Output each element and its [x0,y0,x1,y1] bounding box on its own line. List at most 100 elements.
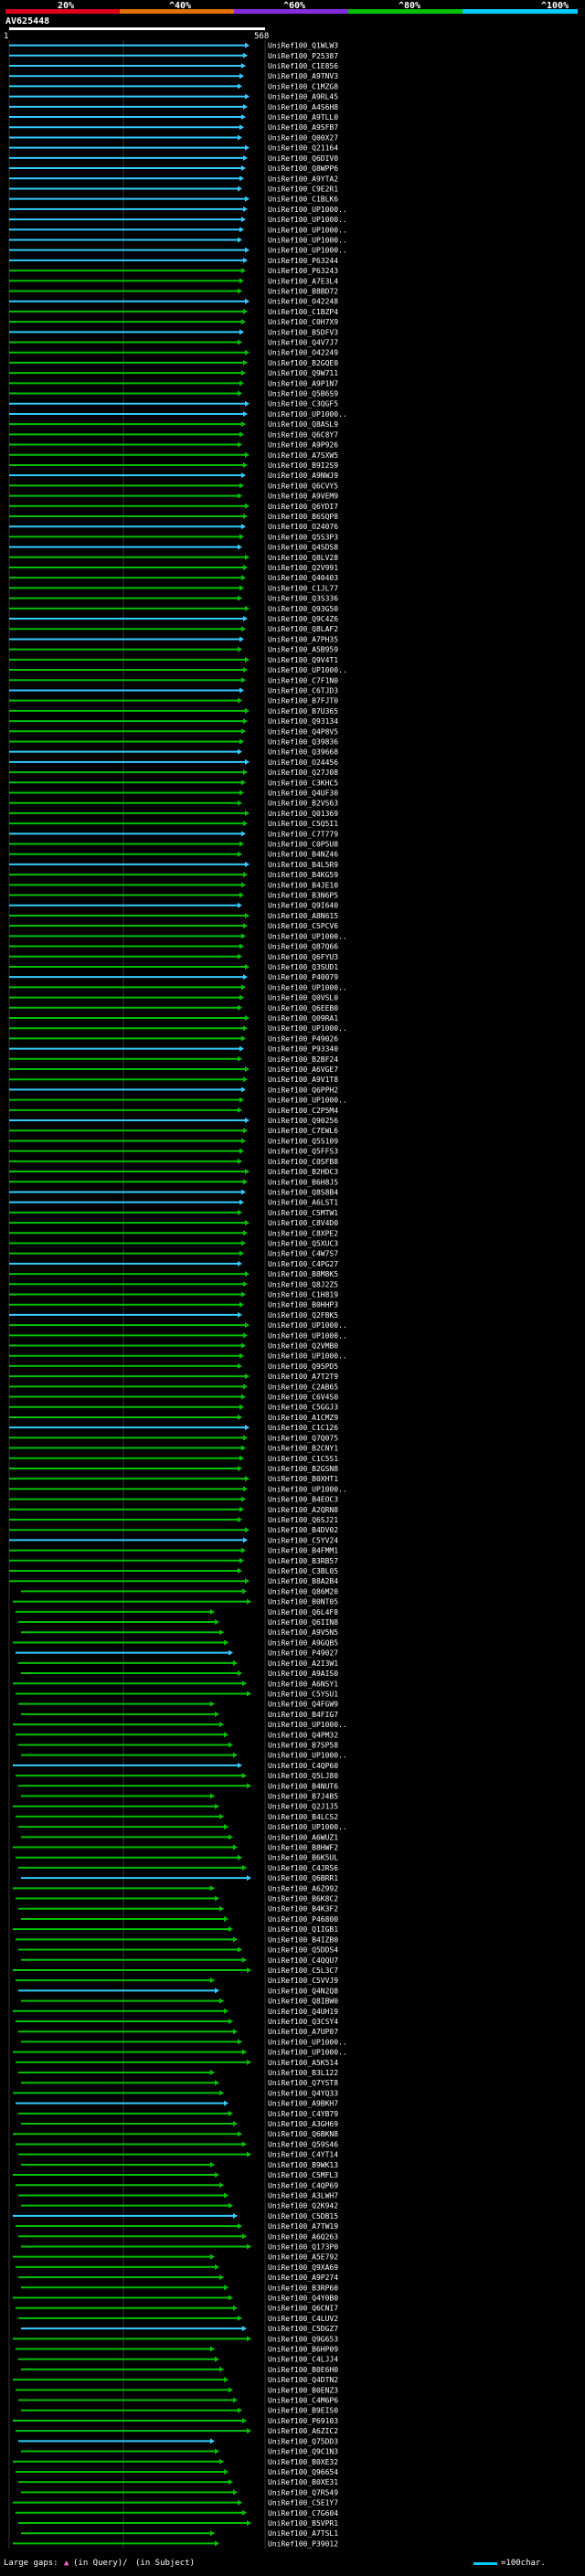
hit-row[interactable]: UniRef100_Q0VSL0 [9,994,338,1002]
hit-row[interactable]: UniRef100_C4M6P6 [18,2397,338,2405]
hit-label[interactable]: UniRef100_P46800 [268,1915,338,1924]
hit-row[interactable]: UniRef100_P63244 [9,257,338,265]
hit-row[interactable]: UniRef100_UP1000.. [21,2038,347,2046]
hit-row[interactable]: UniRef100_C4YT14 [18,2151,338,2159]
hit-row[interactable]: UniRef100_C5YSU1 [16,1690,338,1698]
hit-label[interactable]: UniRef100_C4LUV2 [268,2315,338,2323]
hit-label[interactable]: UniRef100_B2GQE0 [268,359,338,367]
hit-label[interactable]: UniRef100_A7TW19 [268,2222,338,2231]
hit-label[interactable]: UniRef100_UP1000.. [268,1721,347,1729]
hit-row[interactable]: UniRef100_B4IZB0 [16,1935,338,1944]
hit-label[interactable]: UniRef100_Q96654 [268,2468,338,2476]
hit-label[interactable]: UniRef100_Q5XUC3 [268,1239,338,1247]
hit-row[interactable]: UniRef100_Q4DTN2 [13,2376,338,2384]
hit-label[interactable]: UniRef100_C9E2R1 [268,185,338,193]
hit-label[interactable]: UniRef100_Q6PPH2 [268,1086,338,1094]
hit-label[interactable]: UniRef100_A2I3W1 [268,1659,338,1668]
hit-row[interactable]: UniRef100_C0SFB8 [9,1158,338,1166]
hit-label[interactable]: UniRef100_A9NWJ9 [268,472,338,480]
hit-label[interactable]: UniRef100_Q3CSY4 [268,2018,338,2026]
hit-label[interactable]: UniRef100_Q39836 [268,737,338,746]
hit-label[interactable]: UniRef100_Q5B6S9 [268,390,338,398]
hit-row[interactable]: UniRef100_C1BZP4 [9,308,338,316]
hit-label[interactable]: UniRef100_C6V4S0 [268,1394,338,1402]
hit-label[interactable]: UniRef100_Q8LAF2 [268,625,338,633]
hit-label[interactable]: UniRef100_B7J4B5 [268,1793,338,1801]
hit-row[interactable]: UniRef100_Q4YQ33 [13,2089,338,2097]
hit-row[interactable]: UniRef100_C4W7S7 [9,1250,338,1258]
hit-row[interactable]: UniRef100_UP1000.. [9,1097,347,1105]
hit-label[interactable]: UniRef100_A7SXW5 [268,451,338,460]
hit-label[interactable]: UniRef100_B6K5UL [268,1854,338,1862]
hit-label[interactable]: UniRef100_C5YV24 [268,1536,338,1544]
hit-label[interactable]: UniRef100_Q173P0 [268,2242,338,2251]
hit-row[interactable]: UniRef100_O24076 [9,523,338,531]
hit-row[interactable]: UniRef100_Q9G653 [13,2335,338,2343]
hit-label[interactable]: UniRef100_B0HHP3 [268,1301,338,1309]
hit-label[interactable]: UniRef100_UP1000.. [268,2038,347,2046]
hit-row[interactable]: UniRef100_A9VEM9 [9,493,338,501]
hit-row[interactable]: UniRef100_A9SFB7 [9,123,338,132]
hit-label[interactable]: UniRef100_Q6L4F8 [268,1608,338,1617]
hit-label[interactable]: UniRef100_C5MTW1 [268,1209,338,1217]
hit-label[interactable]: UniRef100_Q9I640 [268,902,338,910]
hit-label[interactable]: UniRef100_A2QRN8 [268,1506,338,1514]
hit-label[interactable]: UniRef100_Q6DIV0 [268,154,338,163]
hit-row[interactable]: UniRef100_P93340 [9,1045,338,1054]
hit-label[interactable]: UniRef100_C5PCV6 [268,922,338,930]
hit-label[interactable]: UniRef100_O42248 [268,298,338,306]
hit-label[interactable]: UniRef100_C1H819 [268,1291,338,1299]
hit-row[interactable]: UniRef100_A6Q263 [18,2232,338,2241]
hit-label[interactable]: UniRef100_C5VVJ9 [268,1977,338,1985]
hit-label[interactable]: UniRef100_Q6CVY5 [268,482,338,490]
hit-row[interactable]: UniRef100_A5K514 [16,2059,338,2067]
hit-row[interactable]: UniRef100_C5Q5I1 [9,820,338,828]
hit-label[interactable]: UniRef100_O24076 [268,523,338,531]
hit-label[interactable]: UniRef100_UP1000.. [268,1352,347,1361]
hit-label[interactable]: UniRef100_C4LJJ4 [268,2356,338,2364]
hit-label[interactable]: UniRef100_A7T2T9 [268,1373,338,1381]
hit-row[interactable]: UniRef100_C7F1N0 [9,676,338,684]
hit-label[interactable]: UniRef100_A9SFB7 [268,123,338,132]
hit-label[interactable]: UniRef100_A6Z992 [268,1884,338,1892]
hit-row[interactable]: UniRef100_Q7Q075 [9,1434,338,1442]
hit-row[interactable]: UniRef100_B4DV02 [9,1526,338,1534]
hit-label[interactable]: UniRef100_C7G604 [268,2509,338,2518]
hit-row[interactable]: UniRef100_Q1IGB1 [13,1925,338,1934]
hit-row[interactable]: UniRef100_B7J4B5 [21,1793,338,1801]
hit-row[interactable]: UniRef100_Q2J1J5 [13,1803,338,1811]
hit-row[interactable]: UniRef100_C5DB15 [13,2212,338,2221]
hit-row[interactable]: UniRef100_B9EIS0 [21,2407,338,2415]
hit-row[interactable]: UniRef100_Q6C8Y7 [9,430,338,439]
hit-label[interactable]: UniRef100_UP1000.. [268,1485,347,1493]
hit-label[interactable]: UniRef100_O42249 [268,349,338,357]
hit-row[interactable]: UniRef100_Q8LV28 [9,554,338,562]
hit-row[interactable]: UniRef100_UP1000.. [9,247,347,255]
hit-label[interactable]: UniRef100_P25387 [268,52,338,60]
hit-row[interactable]: UniRef100_B4NZ46 [9,851,338,859]
hit-row[interactable]: UniRef100_Q5S3P3 [9,533,338,541]
hit-row[interactable]: UniRef100_C3QGF5 [9,400,338,408]
hit-row[interactable]: UniRef100_C0H7X9 [9,318,338,326]
hit-label[interactable]: UniRef100_P63244 [268,257,338,265]
hit-label[interactable]: UniRef100_UP1000.. [268,247,347,255]
hit-row[interactable]: UniRef100_Q1WLW3 [9,42,338,50]
hit-label[interactable]: UniRef100_A9P926 [268,441,338,450]
hit-label[interactable]: UniRef100_Q9C1N3 [268,2448,338,2456]
hit-label[interactable]: UniRef100_Q40403 [268,574,338,582]
hit-row[interactable]: UniRef100_Q96654 [16,2468,338,2476]
hit-label[interactable]: UniRef100_UP1000.. [268,206,347,214]
hit-label[interactable]: UniRef100_Q5DDS4 [268,1946,338,1955]
hit-row[interactable]: UniRef100_Q4V7J7 [9,339,338,347]
hit-row[interactable]: UniRef100_A9P1N7 [9,379,338,387]
hit-row[interactable]: UniRef100_C4QP69 [16,2181,338,2189]
hit-row[interactable]: UniRef100_B4NUT6 [18,1782,338,1790]
hit-row[interactable]: UniRef100_Q6BRR1 [21,1874,338,1882]
hit-row[interactable]: UniRef100_B0XE31 [18,2478,338,2486]
hit-row[interactable]: UniRef100_A7T2T9 [9,1373,338,1381]
hit-row[interactable]: UniRef100_B3L122 [18,2069,338,2077]
hit-row[interactable]: UniRef100_C7EWL6 [9,1127,338,1135]
hit-label[interactable]: UniRef100_C6TJD3 [268,686,338,694]
hit-row[interactable]: UniRef100_C2AB65 [9,1383,338,1391]
hit-row[interactable]: UniRef100_Q2K942 [21,2202,338,2210]
